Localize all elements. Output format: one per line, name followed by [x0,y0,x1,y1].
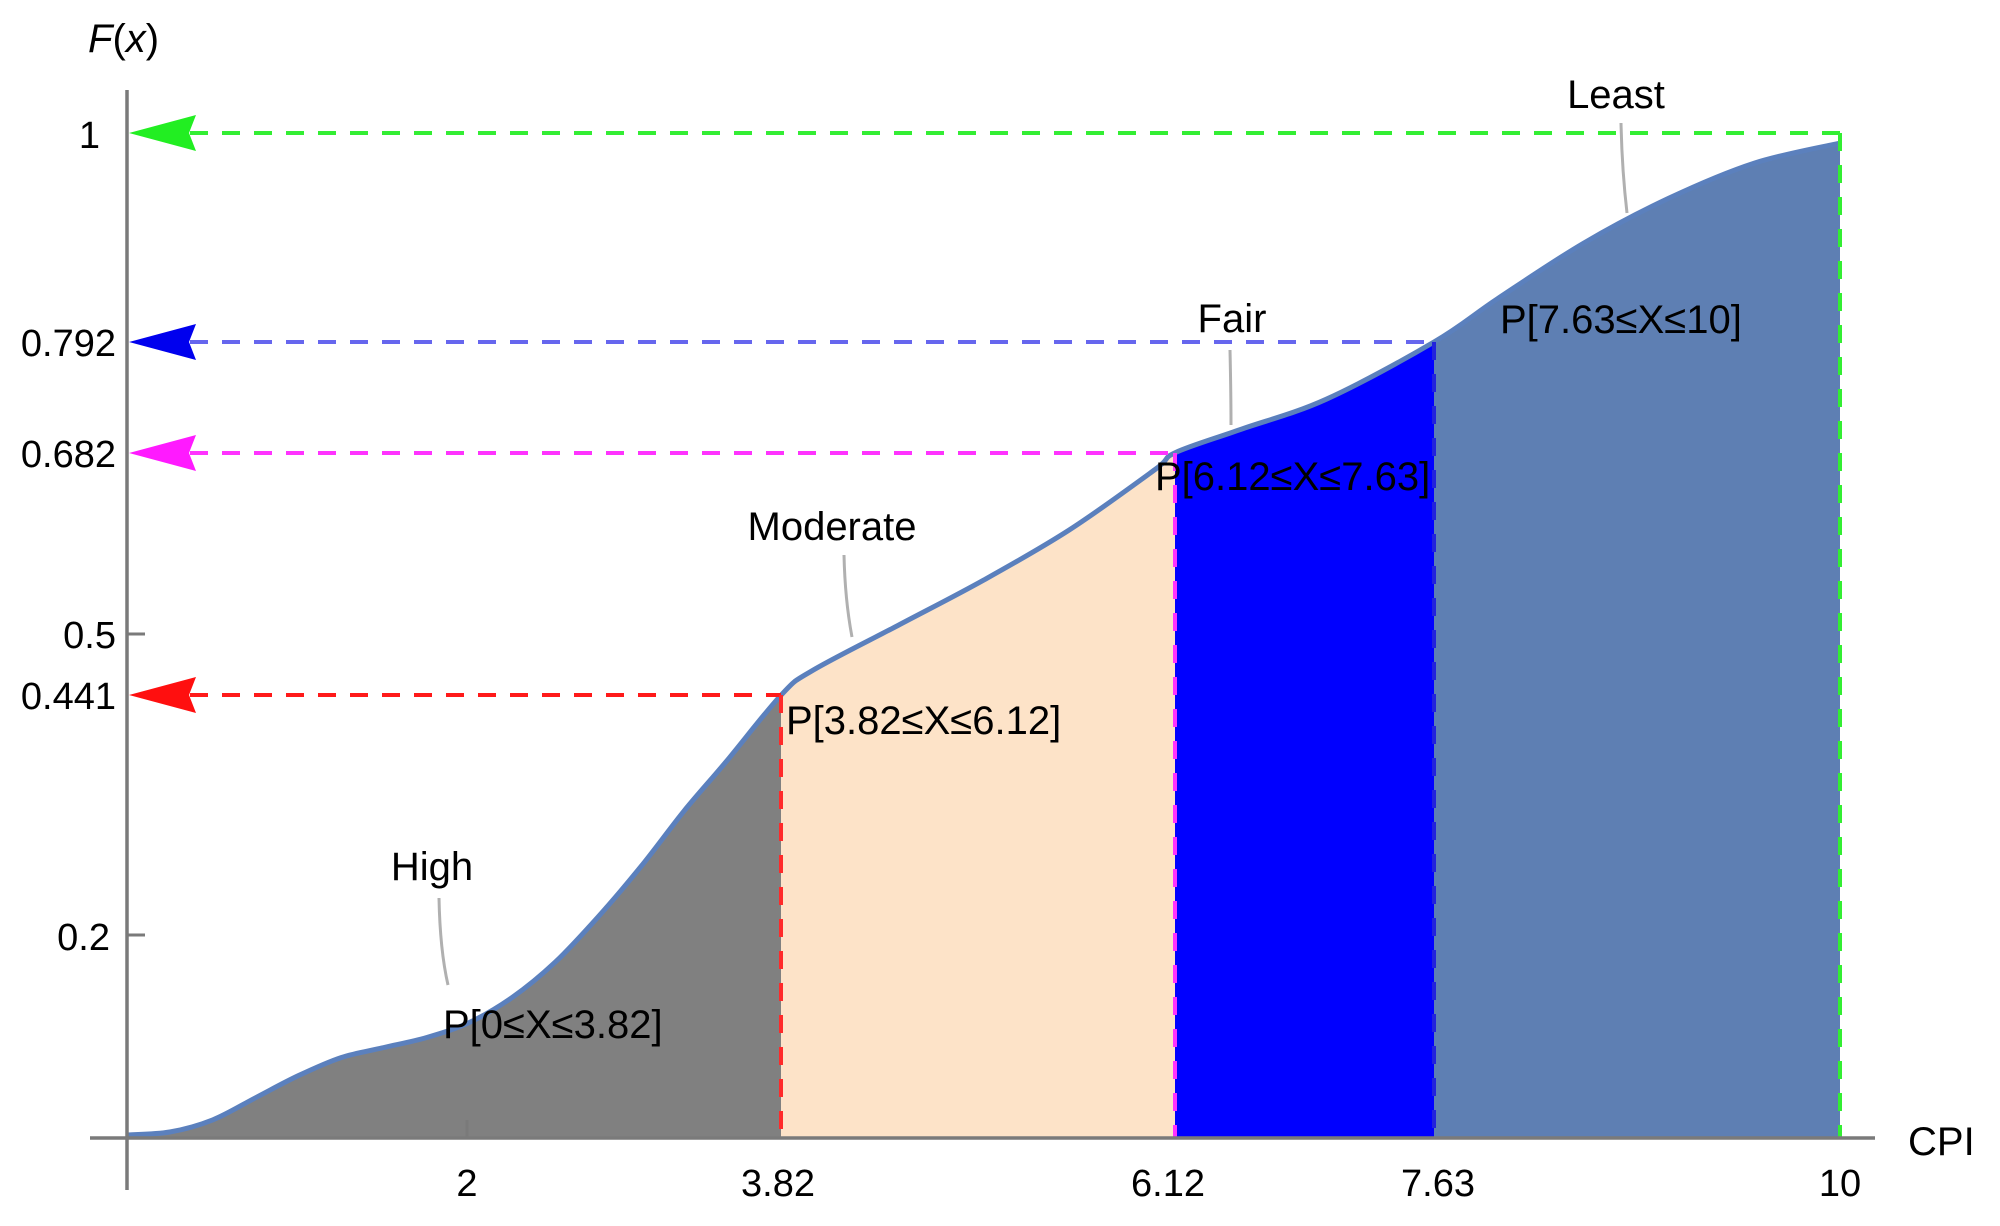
x-tick-label-763: 7.63 [1401,1163,1475,1205]
callout-fair: Fair [1198,297,1267,341]
cdf-curve [126,140,1841,1138]
prob-label-high: P[0≤X≤3.82] [443,1003,663,1047]
prob-label-moderate: P[3.82≤X≤6.12] [786,699,1061,743]
region-high-fill [127,695,781,1138]
prob-label-least: P[7.63≤X≤10] [1500,298,1742,342]
callout-moderate: Moderate [748,505,917,549]
region-fair-fill [1175,342,1434,1138]
callout-least: Least [1567,73,1665,117]
callout-leaders [437,122,1629,986]
x-tick-label-2: 2 [456,1163,477,1205]
x-tick-labels: 2 3.82 6.12 7.63 10 [456,1163,1861,1205]
arrow-icon-red [129,677,196,713]
x-tick-label-382: 3.82 [741,1163,815,1205]
probability-labels: P[0≤X≤3.82] P[3.82≤X≤6.12] P[6.12≤X≤7.63… [443,298,1742,1047]
arrow-icon-green [129,115,196,151]
leader-high [437,897,450,986]
region-least-fill [1434,143,1840,1138]
x-tick-label-10: 10 [1819,1163,1861,1205]
region-callouts: High Moderate Fair Least [391,73,1665,889]
leader-moderate [842,554,854,638]
y-tick-labels: 1 0.792 0.682 0.5 0.441 0.2 [21,115,116,959]
leader-fair [1228,349,1233,426]
region-moderate-fill [781,452,1175,1138]
arrow-icon-magenta [129,435,196,471]
y-tick-label-02: 0.2 [57,917,110,959]
y-tick-label-05: 0.5 [63,615,116,657]
y-tick-label-0792: 0.792 [21,323,116,365]
prob-label-fair: P[6.12≤X≤7.63] [1155,455,1430,499]
leader-least [1619,122,1629,214]
x-tick-label-612: 6.12 [1131,1163,1205,1205]
x-axis-label: CPI [1908,1120,1975,1164]
arrow-icon-blue [129,324,196,360]
y-tick-label-0682: 0.682 [21,434,116,476]
y-tick-label-0441: 0.441 [21,676,116,718]
reference-lines [190,131,1842,1138]
callout-high: High [391,845,473,889]
y-axis-label: F(x) [88,17,159,61]
y-tick-label-1: 1 [79,115,100,157]
